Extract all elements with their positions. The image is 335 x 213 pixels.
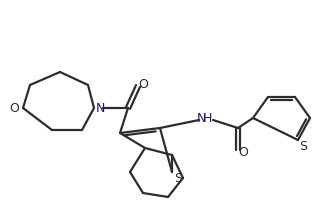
Text: H: H — [202, 112, 212, 125]
Text: N: N — [196, 112, 206, 125]
Text: O: O — [9, 102, 19, 115]
Text: S: S — [299, 141, 307, 154]
Text: N: N — [95, 102, 105, 115]
Text: S: S — [174, 173, 182, 186]
Text: O: O — [138, 78, 148, 91]
Text: O: O — [238, 147, 248, 160]
